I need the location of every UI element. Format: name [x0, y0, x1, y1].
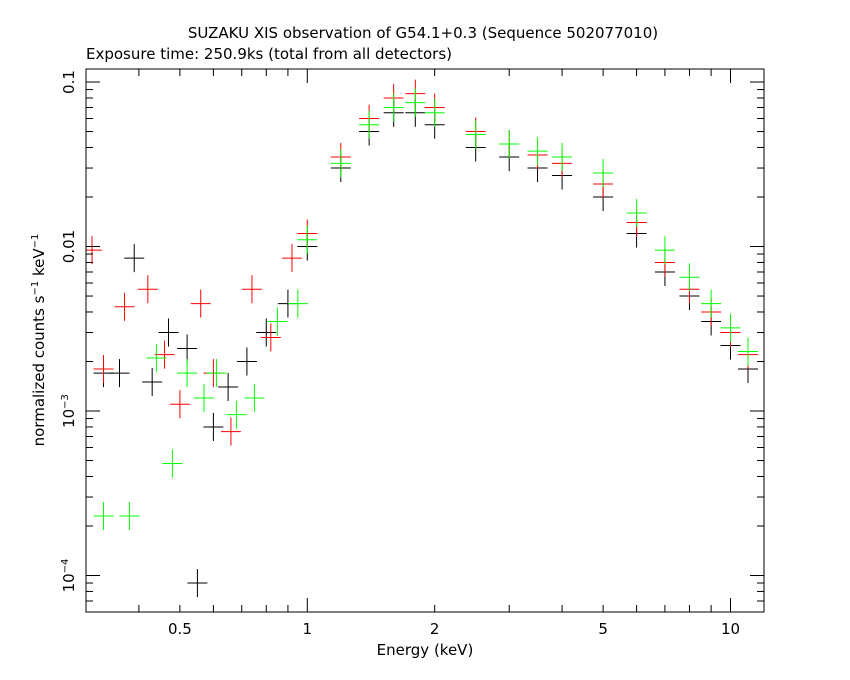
- data-point-0-10: [256, 318, 277, 347]
- data-point-1-2: [114, 292, 135, 321]
- data-point-2-17: [465, 120, 486, 149]
- x-tick-label: 1: [303, 620, 313, 638]
- data-point-2-0: [93, 502, 114, 531]
- series-2: [93, 88, 759, 531]
- data-point-2-7: [226, 400, 247, 429]
- data-point-0-5: [177, 334, 198, 363]
- series-0: [93, 98, 759, 598]
- data-point-0-2: [124, 244, 145, 273]
- data-point-2-22: [626, 198, 647, 227]
- y-tick-label: 10−4: [60, 559, 78, 593]
- data-point-2-14: [383, 93, 404, 122]
- x-tick-label: 2: [430, 620, 440, 638]
- data-point-0-1: [109, 359, 130, 388]
- data-point-0-9: [236, 347, 257, 376]
- data-point-2-9: [267, 307, 288, 336]
- data-point-2-25: [701, 289, 722, 318]
- y-tick-label-exp: −4: [60, 559, 71, 574]
- data-point-2-23: [654, 236, 675, 265]
- data-point-0-6: [187, 569, 208, 598]
- series-1: [86, 79, 759, 446]
- data-point-2-19: [527, 137, 548, 166]
- y-axis-label: normalized counts s−1 keV−1: [30, 234, 48, 447]
- y-tick-label: 10−3: [60, 394, 78, 428]
- y-axis-label-main: normalized counts s: [30, 295, 48, 446]
- data-point-0-8: [218, 372, 239, 401]
- x-tick-label: 5: [598, 620, 608, 638]
- data-point-1-9: [241, 275, 262, 304]
- data-point-2-27: [738, 337, 759, 366]
- data-point-1-4: [154, 340, 175, 369]
- chart-subtitle: Exposure time: 250.9ks (total from all d…: [86, 45, 452, 63]
- y-tick-label: 0.1: [60, 70, 78, 94]
- y-axis-label-sup-2: −1: [30, 234, 41, 249]
- y-tick-label-base: 0.1: [60, 70, 78, 94]
- x-tick-label: 10: [721, 620, 740, 638]
- data-point-1-10: [260, 323, 281, 352]
- y-axis-label-sup-1: −1: [30, 281, 41, 296]
- data-point-2-10: [287, 289, 308, 318]
- data-point-0-3: [142, 368, 163, 397]
- data-point-1-11: [281, 244, 302, 273]
- data-point-2-16: [424, 98, 445, 127]
- data-point-0-7: [203, 412, 224, 441]
- y-tick-label: 0.01: [60, 230, 78, 263]
- data-point-1-6: [190, 289, 211, 318]
- chart-title: SUZAKU XIS observation of G54.1+0.3 (Seq…: [188, 24, 658, 42]
- data-point-2-5: [193, 383, 214, 412]
- plot-data: [86, 79, 759, 598]
- data-point-2-3: [162, 449, 183, 478]
- data-point-1-8: [220, 417, 241, 446]
- x-axis-label: Energy (keV): [377, 641, 474, 659]
- data-point-2-6: [206, 359, 227, 388]
- data-point-2-2: [146, 344, 167, 373]
- data-point-2-11: [297, 225, 318, 254]
- x-tick-label: 0.5: [168, 620, 192, 638]
- data-point-2-13: [359, 110, 380, 139]
- data-point-2-8: [244, 383, 265, 412]
- data-point-2-15: [405, 88, 426, 117]
- data-point-2-1: [119, 502, 140, 531]
- data-point-1-1: [93, 355, 114, 384]
- y-tick-label-base: 10: [60, 409, 78, 428]
- data-point-1-5: [169, 390, 190, 419]
- data-point-1-3: [137, 275, 158, 304]
- data-point-2-12: [330, 149, 351, 178]
- data-point-2-20: [552, 143, 573, 172]
- y-tick-label-exp: −3: [60, 394, 71, 409]
- data-point-2-21: [593, 158, 614, 187]
- y-tick-label-base: 0.01: [60, 230, 78, 263]
- data-point-2-4: [177, 359, 198, 388]
- data-point-2-18: [499, 129, 520, 158]
- plot-frame: [85, 68, 765, 613]
- data-point-1-0: [86, 236, 103, 265]
- data-point-0-4: [158, 318, 179, 347]
- y-axis-label-mid: keV: [30, 248, 48, 281]
- y-tick-label-base: 10: [60, 573, 78, 592]
- data-point-2-26: [720, 313, 741, 342]
- data-point-2-24: [679, 263, 700, 292]
